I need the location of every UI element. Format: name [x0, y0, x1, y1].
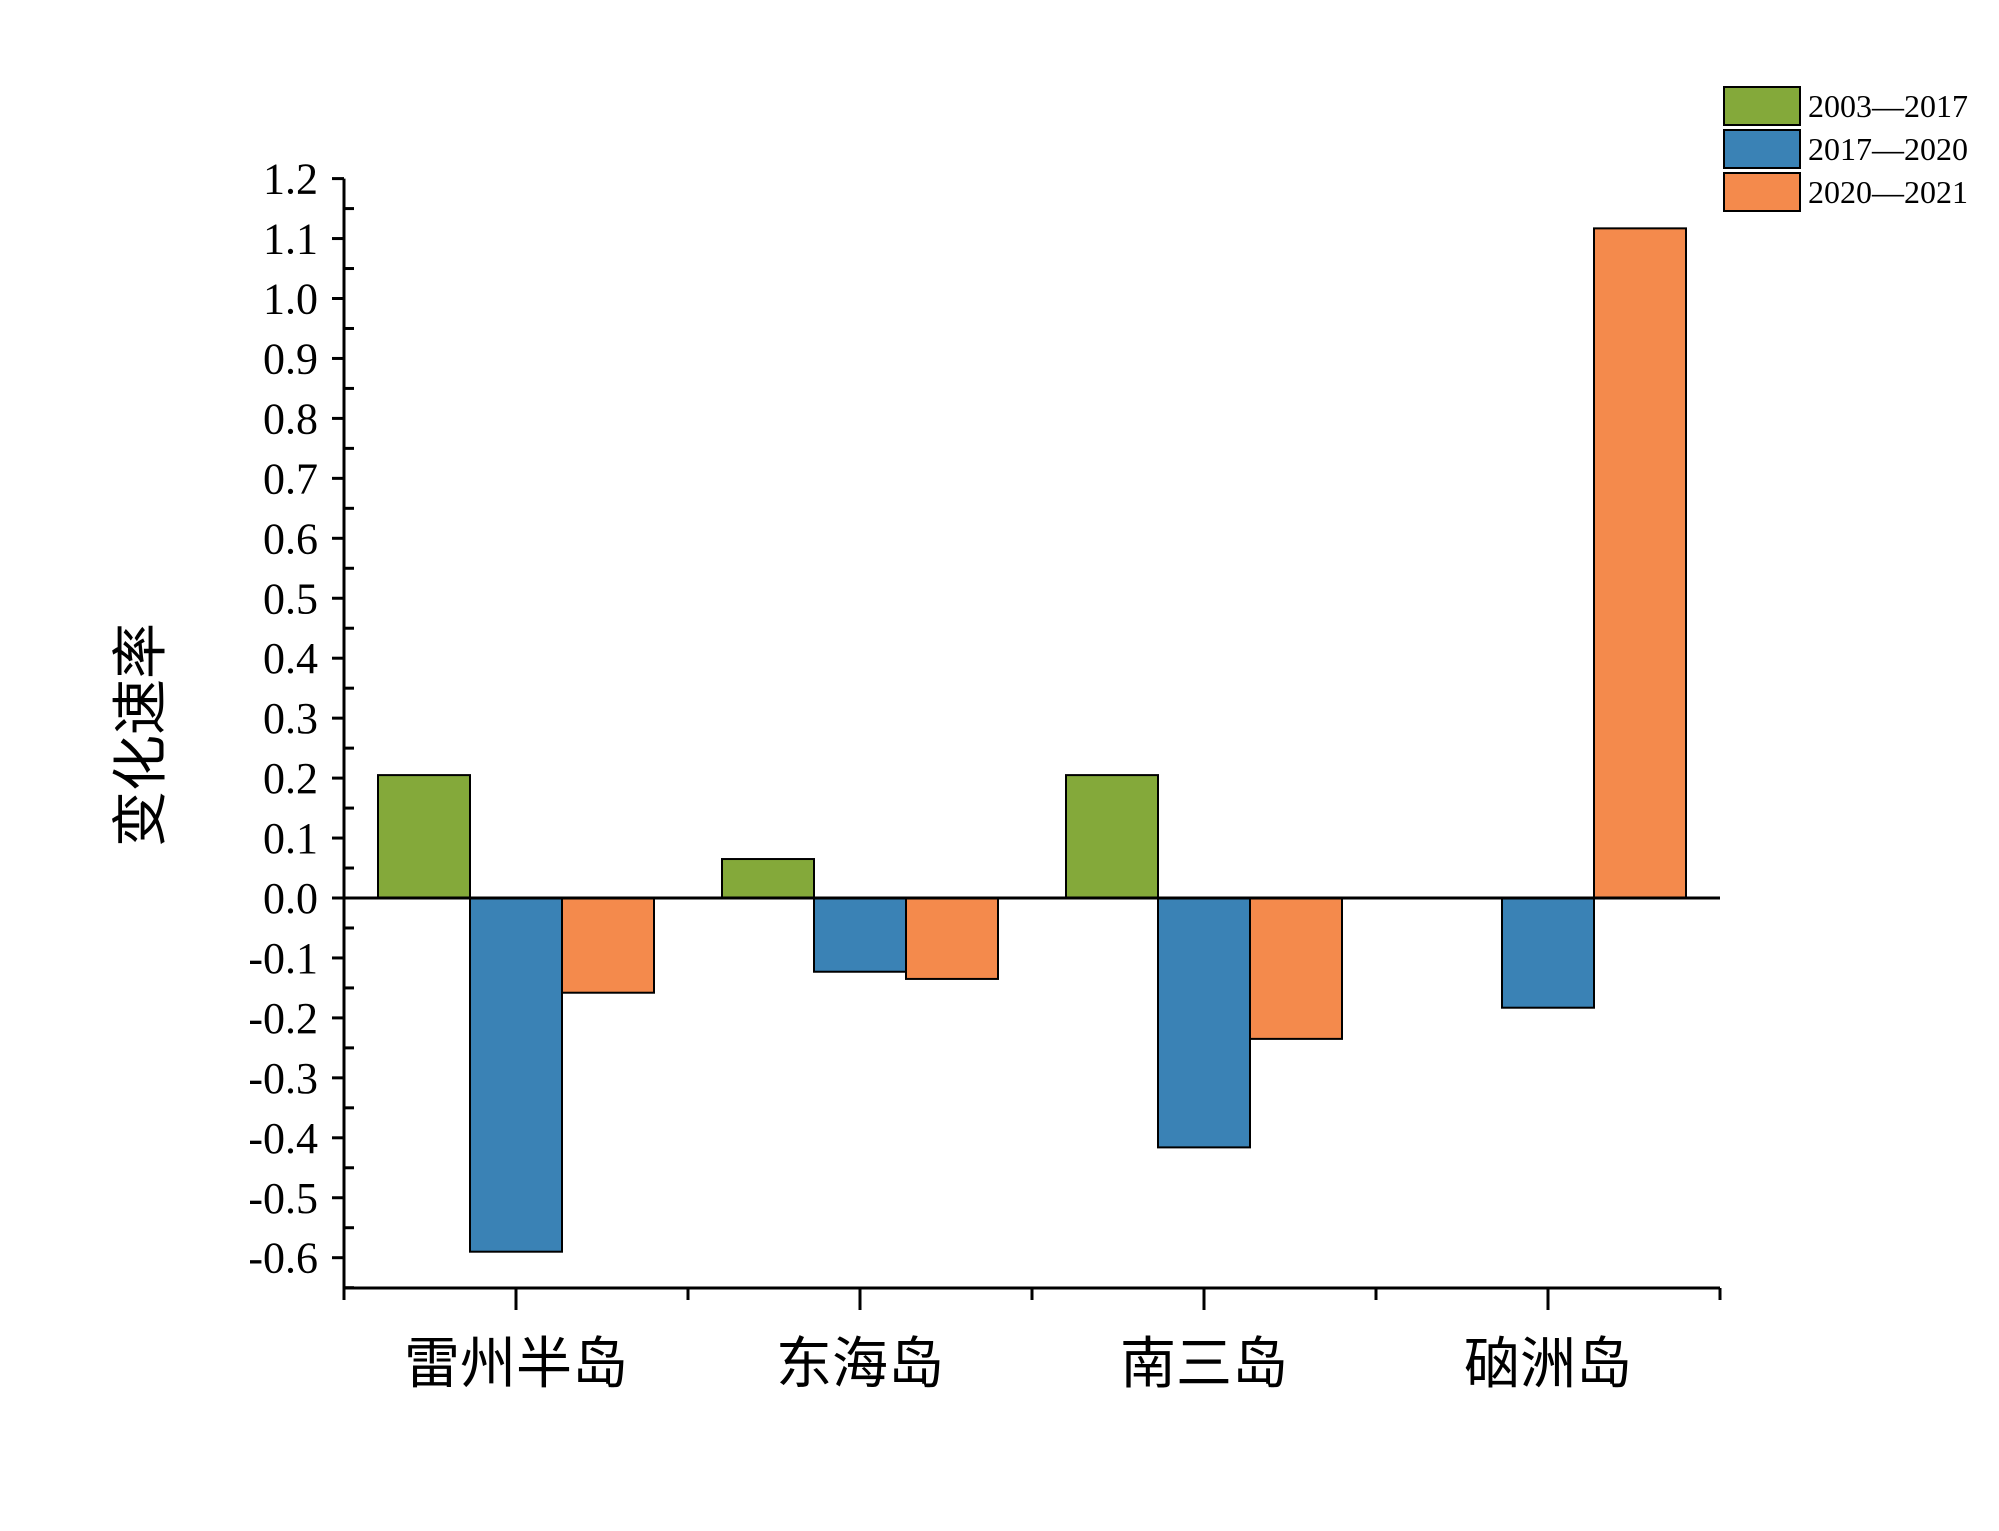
bar-2-series-2 — [813, 897, 907, 973]
axes-layer: 雷州半岛 东海岛 南三岛 硇洲岛 1.2 1.1 1.0 0.9 0.8 0.7 0.6 0.5 0.4… — [248, 155, 1722, 1397]
legend-swatch-3 — [1723, 172, 1801, 212]
bar-3-series-3 — [1249, 897, 1343, 1040]
x-tick-label: 硇洲岛 — [1464, 1332, 1632, 1397]
legend-label-3: 2020—2021 — [1808, 174, 1968, 210]
y-tick-label: 1.1 — [263, 215, 318, 264]
bar-1-series-3 — [561, 897, 655, 994]
bar-2-series-1 — [721, 858, 815, 899]
y-axis-title: 变化速率 — [109, 623, 174, 847]
y-tick-label: 0.9 — [263, 334, 318, 383]
bar-1-series-1 — [377, 774, 471, 899]
x-tick-label: 南三岛 — [1120, 1332, 1288, 1397]
y-tick-label: 0.7 — [263, 454, 318, 503]
y-tick-label: -0.4 — [248, 1114, 318, 1163]
bar-3-series-2 — [1157, 897, 1251, 1149]
bar-3-series-1 — [1065, 774, 1159, 899]
y-tick-label: 0.8 — [263, 394, 318, 443]
y-tick-label: 1.0 — [263, 275, 318, 324]
legend-swatch-2 — [1723, 129, 1801, 169]
y-tick-label: 0.6 — [263, 514, 318, 563]
y-tick-label: 1.2 — [263, 155, 318, 204]
y-tick-label: 0.5 — [263, 574, 318, 623]
y-tick-label: -0.5 — [248, 1174, 318, 1223]
legend-label-1: 2003—2017 — [1808, 88, 1968, 124]
y-tick-label: 0.1 — [263, 814, 318, 863]
bar-1-series-2 — [469, 897, 563, 1253]
y-tick-label: -0.6 — [248, 1234, 318, 1283]
x-tick-label: 雷州半岛 — [404, 1332, 628, 1397]
x-tick-label: 东海岛 — [776, 1332, 944, 1397]
y-tick-label: 0.2 — [263, 754, 318, 803]
bar-2-series-3 — [905, 897, 999, 980]
bars-layer — [377, 227, 1687, 1253]
bar-4-series-2 — [1501, 897, 1595, 1009]
y-tick-label: 0.3 — [263, 694, 318, 743]
legend-swatch-1 — [1723, 86, 1801, 126]
y-tick-label: 0.0 — [263, 874, 318, 923]
y-tick-label: -0.3 — [248, 1054, 318, 1103]
y-tick-label: -0.1 — [248, 934, 318, 983]
y-tick-label: -0.2 — [248, 994, 318, 1043]
y-tick-label: 0.4 — [263, 634, 318, 683]
legend: 2003—2017 2017—2020 2020—2021 — [1723, 86, 1968, 212]
bar-4-series-3 — [1593, 227, 1687, 899]
legend-label-2: 2017—2020 — [1808, 131, 1968, 167]
